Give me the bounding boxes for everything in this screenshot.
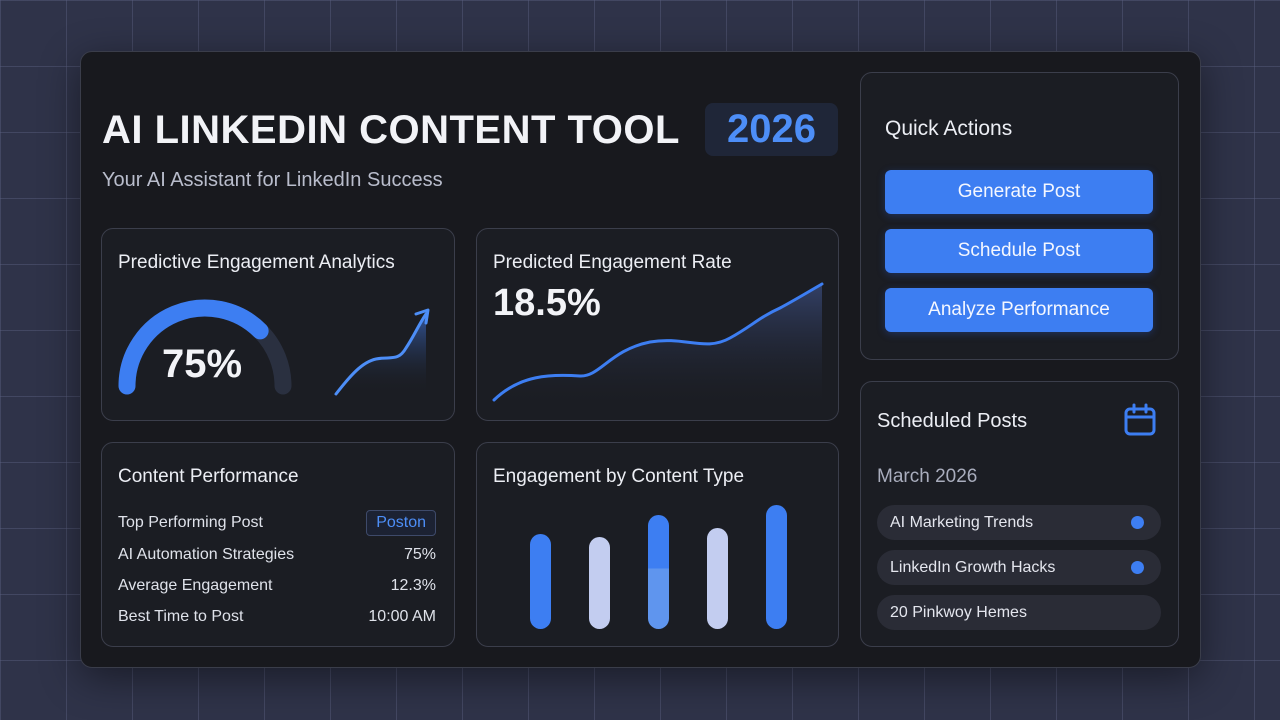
quick-actions-title: Quick Actions (885, 117, 1013, 140)
schedule-post-button[interactable]: Schedule Post (885, 229, 1153, 273)
engagement-rate-area-chart (492, 282, 824, 402)
year-badge: 2026 (705, 103, 838, 156)
status-dot-icon (1131, 561, 1144, 574)
engagement-rate-title: Predicted Engagement Rate (493, 252, 732, 273)
scheduled-posts-title: Scheduled Posts (877, 410, 1028, 432)
calendar-icon[interactable] (1123, 403, 1157, 437)
content-type-bar-3 (648, 515, 669, 629)
engagement-gauge (118, 299, 292, 395)
scheduled-post-item[interactable]: AI Marketing Trends (877, 505, 1161, 540)
content-performance-card (101, 442, 455, 647)
perf-row-top-post: Top Performing Post Poston (118, 510, 436, 536)
perf-row-label: Top Performing Post (118, 514, 263, 531)
perf-row-label: Best Time to Post (118, 608, 244, 625)
perf-row-value: 12.3% (390, 577, 436, 594)
perf-row-label: Average Engagement (118, 577, 273, 594)
gauge-progress-arc (118, 299, 269, 395)
page-subtitle: Your AI Assistant for LinkedIn Success (102, 169, 443, 191)
generate-post-button[interactable]: Generate Post (885, 170, 1153, 214)
scheduled-post-label: 20 Pinkwoy Hemes (890, 603, 1027, 621)
top-post-badge[interactable]: Poston (366, 510, 436, 536)
content-type-bar-1 (530, 534, 551, 629)
trend-up-sparkline (334, 308, 430, 396)
content-type-bar-4 (707, 528, 728, 629)
scheduled-post-item[interactable]: 20 Pinkwoy Hemes (877, 595, 1161, 630)
status-dot-icon (1131, 516, 1144, 529)
content-type-title: Engagement by Content Type (493, 466, 745, 487)
gauge-value: 75% (162, 342, 243, 386)
engagement-analytics-title: Predictive Engagement Analytics (118, 252, 395, 273)
content-type-bar-5 (766, 505, 787, 629)
perf-row-ai-automation: AI Automation Strategies 75% (118, 543, 436, 567)
scheduled-post-label: AI Marketing Trends (890, 513, 1034, 531)
analyze-performance-button[interactable]: Analyze Performance (885, 288, 1153, 332)
scheduled-month-label: March 2026 (877, 466, 978, 487)
perf-row-value: 75% (403, 546, 436, 563)
perf-row-label: AI Automation Strategies (118, 546, 295, 563)
perf-row-average-engagement: Average Engagement 12.3% (118, 574, 436, 598)
page-title: AI LINKEDIN CONTENT TOOL (102, 108, 680, 152)
content-type-bar-2 (589, 537, 610, 629)
perf-row-best-time: Best Time to Post 10:00 AM (118, 605, 436, 629)
perf-row-value: 10:00 AM (368, 608, 436, 625)
scheduled-post-label: LinkedIn Growth Hacks (890, 558, 1056, 576)
engagement-rate-value: 18.5% (493, 282, 601, 324)
content-performance-title: Content Performance (118, 466, 299, 487)
scheduled-post-item[interactable]: LinkedIn Growth Hacks (877, 550, 1161, 585)
